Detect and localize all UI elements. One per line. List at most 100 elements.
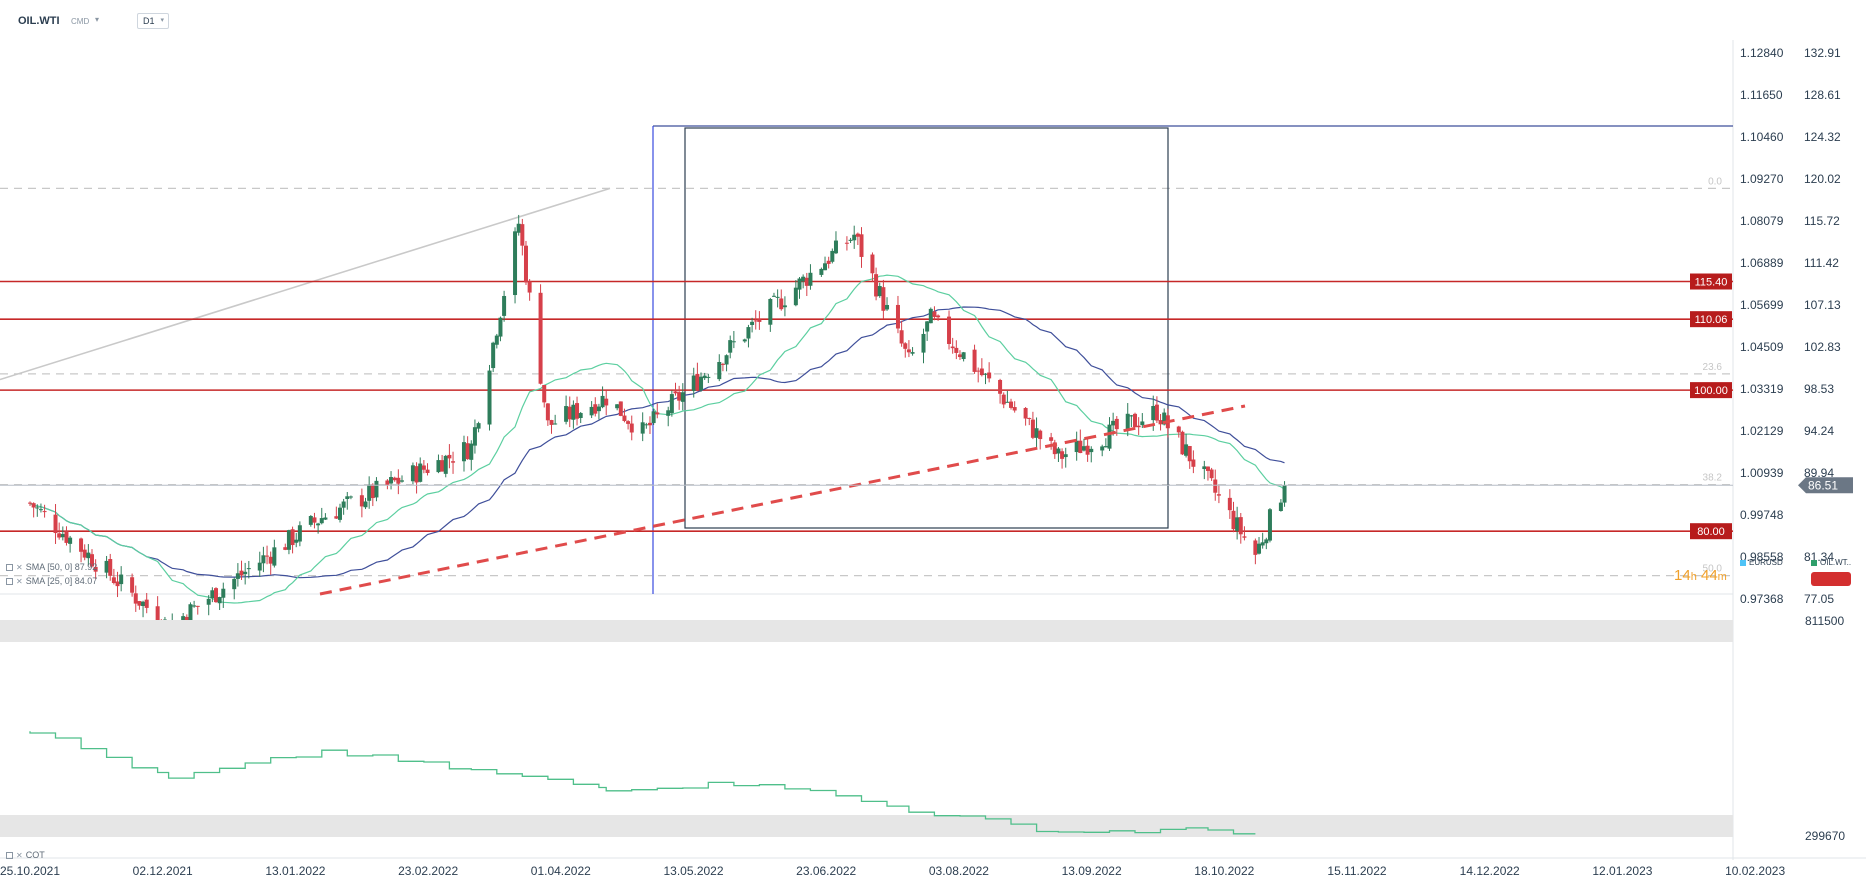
candle-body <box>1133 413 1138 428</box>
candle-body <box>1253 540 1258 555</box>
candle-body <box>1027 417 1032 419</box>
candle-body <box>1005 401 1010 403</box>
timeframe-value: D1 <box>143 16 155 26</box>
candle-body <box>1267 509 1272 541</box>
candle-body <box>195 605 200 607</box>
candle-body <box>38 509 43 511</box>
eurusd-legend-text: EURUSD <box>1749 558 1783 567</box>
sma50-legend-text: SMA [50, 0] 87.92 <box>25 562 98 572</box>
price-level-label: 80.00 <box>1697 526 1725 538</box>
candle-body <box>895 304 900 329</box>
candle-body <box>1129 415 1134 417</box>
candle-body <box>389 477 394 484</box>
candle-body <box>1111 420 1116 426</box>
eurusd-axis-tick: 0.98558 <box>1740 550 1784 564</box>
candle-body <box>144 599 149 608</box>
candle-body <box>257 562 262 571</box>
candle-body <box>593 404 598 414</box>
candle-body <box>206 598 211 605</box>
candle-body <box>775 296 780 298</box>
candle-body <box>600 395 605 408</box>
trend-line <box>319 404 1246 596</box>
candle-body <box>626 421 631 424</box>
candle-body <box>374 480 379 498</box>
fib-anchor-line <box>0 187 611 381</box>
candle-body <box>235 573 240 579</box>
candle-body <box>286 530 291 550</box>
candle-body <box>804 277 809 286</box>
candle-body <box>928 308 933 324</box>
oil-series-legend[interactable]: OIL.WT.. <box>1811 558 1851 567</box>
close-icon[interactable]: ✕ <box>16 576 23 586</box>
candle-body <box>268 556 273 564</box>
oil-series-badge[interactable] <box>1811 572 1851 586</box>
candle-body <box>742 339 747 342</box>
eurusd-axis-tick: 0.99748 <box>1740 508 1784 522</box>
close-icon[interactable]: ✕ <box>16 562 23 572</box>
candle-body <box>53 514 58 534</box>
cot-legend[interactable]: ✕ COT <box>6 850 45 860</box>
candle-body <box>1103 446 1108 448</box>
candle-body <box>502 295 507 316</box>
candle-body <box>141 601 146 607</box>
candle-body <box>542 384 547 403</box>
candle-body <box>1063 454 1068 458</box>
candle-body <box>1078 440 1083 454</box>
candle-body <box>1074 440 1079 453</box>
close-icon[interactable]: ✕ <box>16 850 23 860</box>
price-level-tag <box>1690 311 1732 328</box>
oil-legend-text: OIL.WT.. <box>1820 558 1852 567</box>
candle-body <box>553 423 558 425</box>
time-axis-tick: 12.01.2023 <box>1592 864 1652 878</box>
price-level-tag <box>1690 523 1732 540</box>
candle-body <box>1107 424 1112 449</box>
timeframe-select[interactable]: D1 ▾ <box>137 13 169 29</box>
candle-body <box>1184 444 1189 456</box>
oil-color-swatch <box>1811 559 1817 566</box>
candle-body <box>833 240 838 254</box>
candle-body <box>950 346 955 349</box>
candle-body <box>421 465 426 470</box>
candle-body <box>523 245 528 283</box>
sma50-legend[interactable]: ✕ SMA [50, 0] 87.92 <box>6 562 97 572</box>
candle-body <box>57 533 62 538</box>
candle-body <box>947 316 952 344</box>
list-icon[interactable] <box>6 851 13 859</box>
candle-body <box>1056 448 1061 454</box>
candle-body <box>771 295 776 297</box>
candle-body <box>396 477 401 484</box>
candle-countdown: 14h 44m <box>1674 567 1727 584</box>
candle-body <box>1231 510 1236 530</box>
price-axis-tick: 115.72 <box>1804 214 1840 228</box>
eurusd-series-legend[interactable]: EURUSD <box>1740 558 1783 567</box>
venue-label[interactable]: CMD <box>71 17 90 26</box>
time-axis-tick: 23.06.2022 <box>796 864 856 878</box>
candle-body <box>294 539 299 543</box>
eurusd-axis-tick: 1.04509 <box>1740 340 1784 354</box>
time-axis-tick: 25.10.2021 <box>0 864 60 878</box>
list-icon[interactable] <box>6 563 13 571</box>
fib-level-label: 23.6 <box>1703 362 1723 373</box>
symbol-label[interactable]: OIL.WTI <box>18 15 60 27</box>
list-icon[interactable] <box>6 577 13 585</box>
candle-body <box>370 484 375 499</box>
candle-body <box>133 593 138 604</box>
eurusd-axis-tick: 1.12840 <box>1740 46 1784 60</box>
candle-body <box>746 327 751 339</box>
sma25-legend[interactable]: ✕ SMA [25, 0] 84.07 <box>6 576 97 586</box>
candle-body <box>1089 448 1094 453</box>
candle-body <box>779 298 784 310</box>
candle-body <box>316 523 321 526</box>
candle-body <box>494 335 499 345</box>
candle-body <box>1158 420 1163 425</box>
fib-level-label: 38.2 <box>1703 473 1723 484</box>
price-axis-tick: 102.83 <box>1804 340 1841 354</box>
candle-body <box>469 443 474 460</box>
candle-body <box>443 455 448 474</box>
chevron-down-icon[interactable]: ▾ <box>95 15 100 24</box>
price-axis-tick: 132.91 <box>1804 46 1841 60</box>
candle-body <box>589 406 594 416</box>
chevron-down-icon: ▾ <box>160 17 164 24</box>
candle-body <box>337 507 342 520</box>
